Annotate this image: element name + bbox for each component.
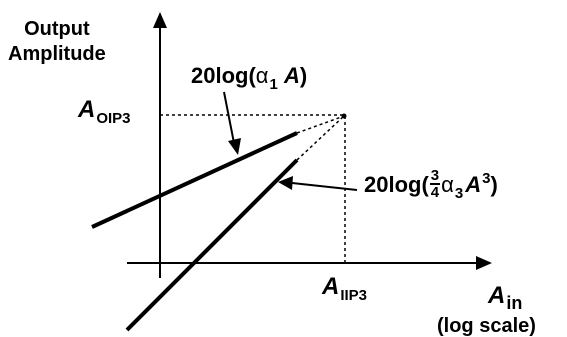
cubic-term-exp: 3 <box>482 169 491 187</box>
linear-callout-line <box>223 91 235 144</box>
linear-callout-arrowhead <box>228 138 241 155</box>
linear-term-var: A <box>283 63 300 88</box>
intercept-point <box>341 113 347 119</box>
oip3-main: A <box>78 96 96 123</box>
x-axis-scale-note: (log scale) <box>437 315 536 337</box>
iip3-sub: IIP3 <box>340 287 368 304</box>
y-axis-title-line1: Output <box>24 18 90 40</box>
y-axis-title: Output Amplitude <box>8 17 106 67</box>
cubic-term-fraction-numerator: 3 <box>429 167 441 185</box>
x-axis-arrowhead <box>476 256 492 270</box>
linear-term-close: ) <box>299 63 308 88</box>
y-axis-title-line2: Amplitude <box>8 43 106 65</box>
cubic-callout-arrowhead <box>278 176 293 190</box>
x-axis-title: Ain <box>488 282 522 313</box>
cubic-term-close: ) <box>490 171 498 197</box>
linear-term-func: 20log( <box>191 63 256 88</box>
linear-term-coef: α <box>255 63 269 88</box>
cubic-term-fraction-denominator: 4 <box>430 184 440 201</box>
linear-response-line <box>91 131 298 229</box>
linear-term-label: 20log(α1 A) <box>191 63 308 93</box>
iip3-label: AIIP3 <box>322 273 367 304</box>
cubic-term-func: 20log( <box>364 171 429 197</box>
cubic-term-label: 20log(3 4 α3A3) <box>364 167 498 202</box>
linear-extrapolation <box>296 115 345 134</box>
oip3-sub: OIP3 <box>96 110 131 127</box>
cubic-callout-line <box>291 182 358 191</box>
cubic-term-var: A <box>465 171 482 197</box>
cubic-term-coef: α <box>441 171 454 197</box>
x-axis-title-sub: in <box>506 293 523 313</box>
oip3-label: AOIP3 <box>78 96 131 127</box>
x-axis-title-main: A <box>488 282 506 309</box>
y-axis-arrowhead <box>153 12 167 28</box>
linear-term-coef-sub: 1 <box>269 76 278 93</box>
cubic-extrapolation <box>296 115 345 161</box>
cubic-response-line <box>125 158 299 332</box>
iip3-main: A <box>322 273 340 300</box>
cubic-term-coef-sub: 3 <box>454 184 464 202</box>
